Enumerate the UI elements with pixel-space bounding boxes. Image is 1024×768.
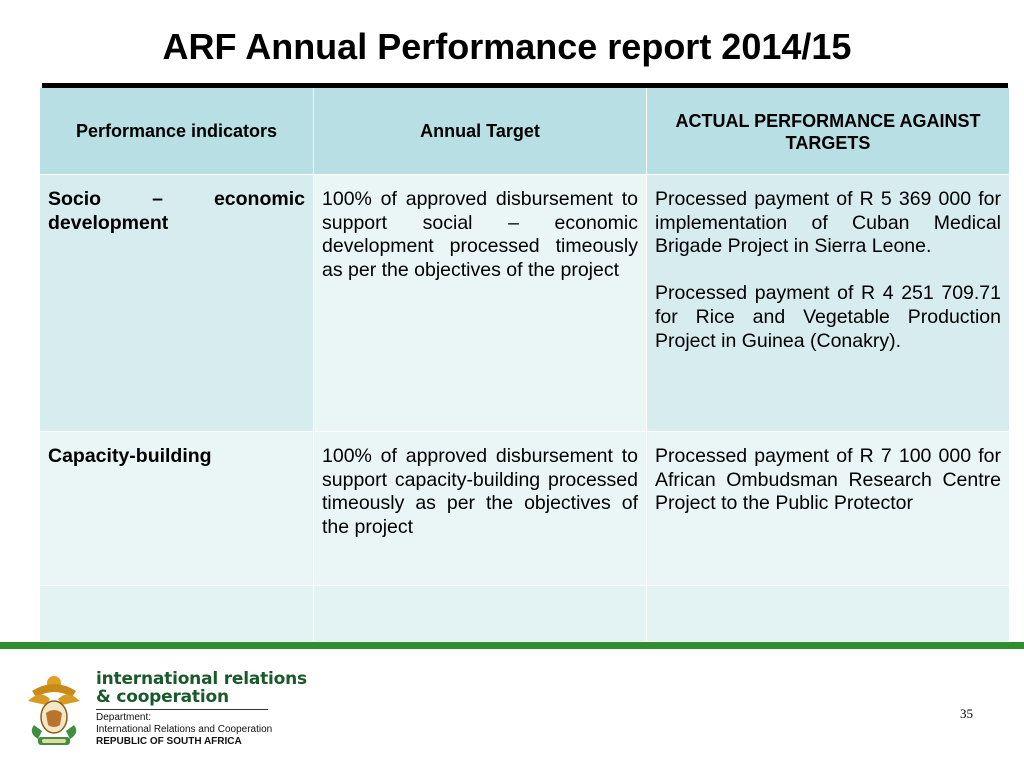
footer: international relations & cooperation De… <box>0 649 1024 768</box>
title-rule <box>42 83 1008 88</box>
row2-target-text: 100% of approved disbursement to support… <box>322 445 638 538</box>
performance-table: Performance indicators Annual Target ACT… <box>40 88 1010 642</box>
header-actual-performance: ACTUAL PERFORMANCE AGAINST TARGETS <box>647 88 1010 175</box>
row1-target: 100% of approved disbursement to support… <box>314 175 647 432</box>
row2-actual: Processed payment of R 7 100 000 for Afr… <box>647 432 1010 586</box>
row1-actual-item: Processed payment of R 5 369 000 for imp… <box>655 188 1001 258</box>
row2-actual-item: Processed payment of R 7 100 000 for Afr… <box>655 445 1001 515</box>
row1-actual: Processed payment of R 5 369 000 for imp… <box>647 175 1010 432</box>
header-performance-indicators: Performance indicators <box>40 88 314 175</box>
row1-indicator: Socio – economic development <box>40 175 314 432</box>
footer-green-bar <box>0 642 1024 649</box>
coat-of-arms-icon <box>28 676 80 745</box>
department-name: International Relations and Cooperation <box>96 724 273 735</box>
brand-line-1: international relations <box>96 669 307 689</box>
row2-target: 100% of approved disbursement to support… <box>314 432 647 586</box>
row1-actual-item: Processed payment of R 4 251 709.71 for … <box>655 282 1001 352</box>
row2-indicator: Capacity-building <box>40 432 314 586</box>
brand-line-2: & cooperation <box>96 687 229 707</box>
empty-row-cell <box>40 586 314 642</box>
brand-divider <box>96 709 268 710</box>
department-label: Department: <box>96 712 152 723</box>
empty-row-cell <box>314 586 647 642</box>
header-annual-target: Annual Target <box>314 88 647 175</box>
page-number: 35 <box>960 706 973 721</box>
empty-row-cell <box>647 586 1010 642</box>
slide-title: ARF Annual Performance report 2014/15 <box>162 26 852 67</box>
row2-indicator-text: Capacity-building <box>48 445 212 467</box>
country-name: REPUBLIC OF SOUTH AFRICA <box>96 736 242 747</box>
